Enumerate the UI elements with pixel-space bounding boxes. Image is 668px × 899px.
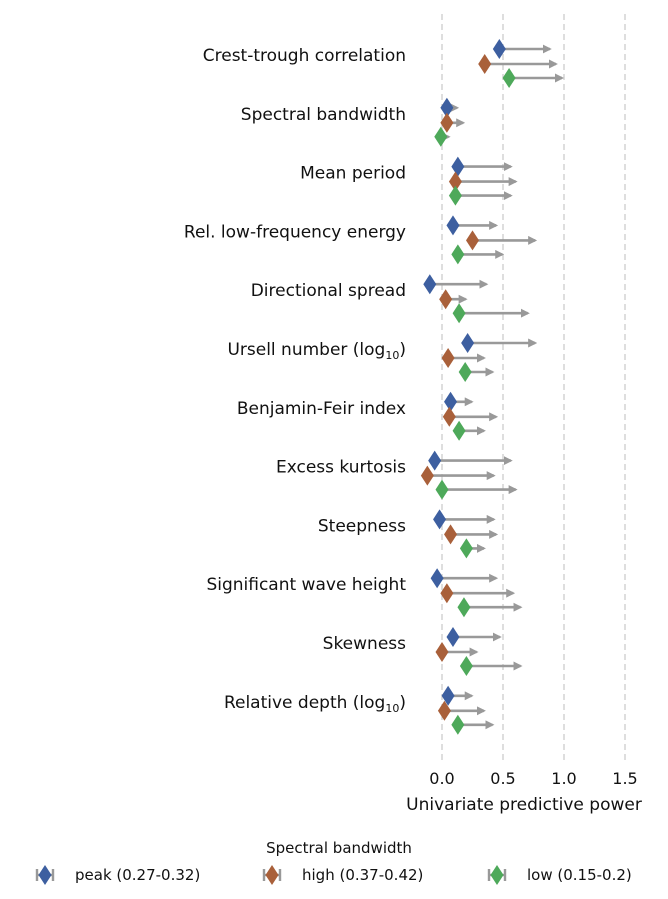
point-marker bbox=[446, 215, 460, 236]
point-marker bbox=[459, 656, 473, 676]
point-marker bbox=[437, 700, 451, 721]
point-marker bbox=[448, 171, 462, 192]
x-axis-ticks: 0.0 0.5 1.0 1.5 bbox=[429, 769, 637, 788]
point-marker bbox=[444, 391, 458, 412]
point-marker bbox=[466, 230, 479, 251]
category-label: Mean period bbox=[300, 164, 406, 184]
point-marker bbox=[440, 112, 454, 133]
category-label: Spectral bandwidth bbox=[241, 105, 406, 125]
x-tick-label: 0.0 bbox=[429, 769, 454, 788]
legend-label: high (0.37-0.42) bbox=[302, 866, 423, 884]
category-label: Steepness bbox=[318, 516, 406, 536]
category-label: Directional spread bbox=[251, 281, 406, 301]
point-marker bbox=[461, 333, 475, 353]
category-label: Significant wave height bbox=[206, 575, 406, 595]
category-label: Relative depth (log10) bbox=[224, 693, 406, 715]
data-marks bbox=[420, 39, 564, 735]
category-label: Rel. low-frequency energy bbox=[184, 222, 406, 242]
point-marker bbox=[428, 450, 442, 471]
point-marker bbox=[457, 597, 471, 618]
point-marker bbox=[446, 627, 460, 647]
point-marker bbox=[439, 289, 453, 310]
point-marker bbox=[430, 568, 444, 589]
legend: Spectral bandwidth peak (0.27-0.32) high … bbox=[35, 839, 632, 885]
legend-marker bbox=[38, 865, 52, 885]
point-marker bbox=[448, 185, 462, 206]
category-label: Excess kurtosis bbox=[276, 458, 406, 478]
point-marker bbox=[440, 97, 454, 118]
point-marker bbox=[451, 714, 465, 735]
legend-title: Spectral bandwidth bbox=[266, 839, 412, 857]
point-marker bbox=[502, 68, 516, 88]
point-marker bbox=[442, 406, 456, 427]
point-marker bbox=[459, 538, 473, 559]
legend-label: peak (0.27-0.32) bbox=[75, 866, 200, 884]
x-tick-label: 1.5 bbox=[612, 769, 637, 788]
category-label: Crest-trough correlation bbox=[203, 46, 406, 66]
point-marker bbox=[451, 156, 465, 177]
category-label: Ursell number (log10) bbox=[227, 340, 406, 362]
category-label: Skewness bbox=[323, 634, 406, 654]
point-marker bbox=[434, 126, 448, 147]
x-tick-label: 0.5 bbox=[490, 769, 515, 788]
point-marker bbox=[420, 465, 434, 486]
point-marker bbox=[492, 39, 506, 59]
point-marker bbox=[452, 303, 466, 324]
point-marker bbox=[423, 274, 437, 295]
point-marker bbox=[435, 479, 449, 500]
point-marker bbox=[441, 348, 455, 368]
legend-marker bbox=[265, 865, 279, 885]
point-marker bbox=[444, 524, 458, 545]
point-marker bbox=[433, 509, 447, 530]
gridlines bbox=[441, 14, 626, 760]
legend-marker bbox=[490, 865, 504, 885]
legend-label: low (0.15-0.2) bbox=[527, 866, 632, 884]
x-axis-title: Univariate predictive power bbox=[406, 795, 642, 815]
point-marker bbox=[451, 244, 465, 265]
point-marker bbox=[435, 642, 449, 662]
point-marker bbox=[458, 362, 472, 382]
point-marker bbox=[478, 54, 492, 74]
point-marker bbox=[440, 583, 454, 604]
point-marker bbox=[441, 685, 455, 706]
category-label: Benjamin-Feir index bbox=[237, 399, 406, 419]
point-marker bbox=[452, 420, 466, 441]
category-labels: Crest-trough correlation Spectral bandwid… bbox=[184, 46, 406, 715]
x-tick-label: 1.0 bbox=[551, 769, 576, 788]
